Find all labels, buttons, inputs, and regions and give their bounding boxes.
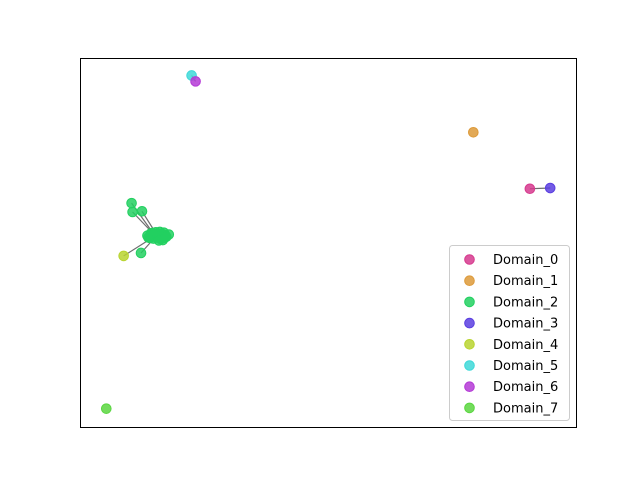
point-domain-7-0 [100,403,112,414]
legend-label: Domain_6 [493,380,558,395]
legend-entry-domain-5: Domain_5 [464,359,558,374]
legend-label: Domain_1 [493,274,558,289]
point-domain-2-0 [126,197,137,209]
point-domain-2-23 [143,232,154,243]
legend-label: Domain_7 [493,401,558,416]
point-domain-2-2 [136,205,148,217]
point-domain-2-22 [161,231,172,243]
legend-marker [464,339,475,350]
legend-entry-domain-7: Domain_7 [464,401,558,416]
point-domain-2-1 [127,206,138,218]
legend-label: Domain_5 [493,359,558,374]
legend-box [449,245,570,421]
point-domain-4-0 [118,250,129,262]
point-domain-1-0 [468,127,479,138]
legend: Domain_0 Domain_1 Domain_2 Domain_3 Domain_4… [449,245,570,421]
legend-entry-domain-3: Domain_3 [464,317,558,332]
point-domain-6-0 [190,76,201,87]
legend-entry-domain-4: Domain_4 [464,338,558,353]
plot-area-frame [80,58,577,428]
legend-entry-domain-6: Domain_6 [464,380,558,395]
point-domain-0-0 [524,183,536,195]
point-domain-2-3 [135,247,147,259]
legend-entry-domain-0: Domain_0 [464,253,558,268]
legend-marker [464,317,475,329]
legend-entry-domain-2: Domain_2 [464,295,558,310]
points-layer [100,70,556,414]
legend-label: Domain_2 [493,295,558,310]
legend-entry-domain-1: Domain_1 [464,274,558,289]
legend-label: Domain_0 [493,253,558,268]
legend-marker [464,402,475,414]
legend-label: Domain_3 [493,317,558,332]
legend-label: Domain_4 [493,338,558,353]
legend-marker [464,254,475,265]
legend-marker [464,381,475,393]
point-domain-3-0 [544,182,556,194]
legend-marker [464,360,475,371]
legend-marker [464,275,475,287]
legend-marker [464,296,475,308]
